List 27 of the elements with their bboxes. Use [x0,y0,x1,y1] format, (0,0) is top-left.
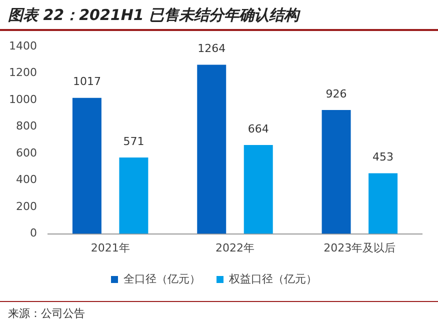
legend-label: 全口径（亿元） [124,272,200,286]
x-tick-label: 2023年及以后 [324,241,396,254]
legend-label: 权益口径（亿元） [228,272,317,286]
bar [244,145,273,234]
data-label: 453 [372,150,394,164]
y-tick-label: 1000 [8,92,37,106]
source-note: 来源：公司公告 [8,307,85,320]
x-tick-label: 2021年 [90,241,130,254]
bar [322,110,351,234]
bar [368,173,398,234]
data-label: 664 [248,122,269,136]
y-tick-label: 800 [16,120,37,133]
y-tick-label: 1200 [8,66,37,80]
data-label: 571 [123,134,144,148]
y-tick-label: 1400 [8,39,37,52]
data-label: 926 [326,87,347,100]
bar [197,64,226,234]
y-tick-label: 0 [30,226,37,240]
y-tick-label: 200 [16,200,37,213]
chart-title: 图表 22：2021H1 已售未结分年确认结构 [0,0,438,31]
data-label: 1264 [198,42,226,56]
y-tick-label: 400 [16,173,37,186]
bar [72,98,102,234]
y-tick-label: 600 [16,146,37,160]
bar [119,157,148,234]
data-label: 1017 [72,75,101,88]
x-tick-label: 2022年 [215,241,254,254]
